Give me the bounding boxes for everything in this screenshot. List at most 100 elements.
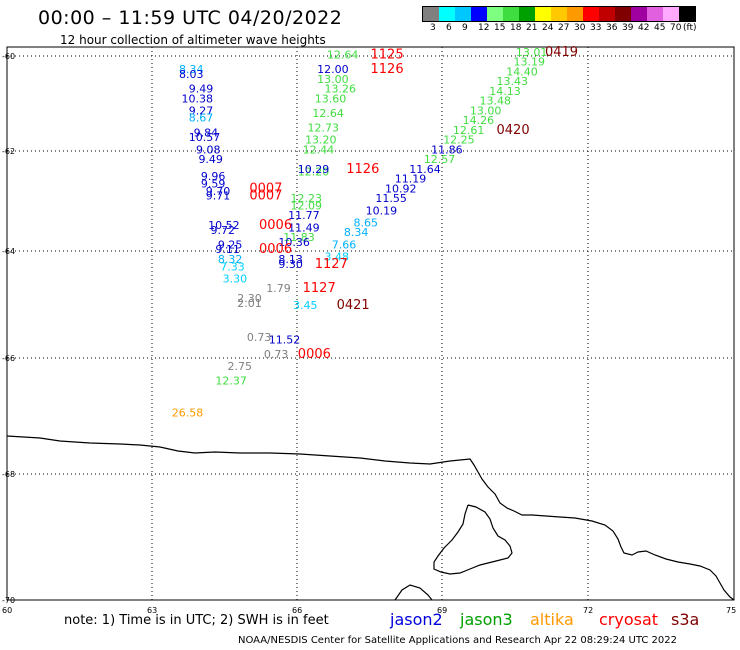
wave-height-value: 11.86 (431, 143, 463, 156)
scale-label: (ft) (683, 23, 697, 33)
note-text: note: 1) Time is in UTC; 2) SWH is in fe… (64, 613, 329, 628)
satellite-cryosat: cryosat (599, 610, 659, 629)
coastline-lower (394, 584, 433, 601)
wave-height-value: 1.79 (266, 282, 291, 295)
scale-label: 18 (510, 23, 522, 33)
lon-tick-label: 60 (2, 606, 12, 615)
wave-height-value: 12.09 (291, 199, 323, 212)
wave-height-value: 13.19 (513, 56, 545, 69)
satellite-jason3: jason3 (460, 610, 513, 629)
time-labels: 1125112611260007000700060006112711270006… (249, 45, 578, 362)
coastline-inlet (433, 504, 513, 575)
wave-height-value: 11.19 (395, 173, 427, 186)
lat-tick-label: -62 (2, 147, 15, 156)
scale-label: 39 (622, 23, 634, 33)
lon-tick-label: 75 (726, 606, 736, 615)
lon-tick-label: 72 (583, 606, 593, 615)
wave-height-value: 14.40 (506, 65, 538, 78)
wave-height-value: 12.64 (327, 48, 359, 61)
wave-height-value: 9.59 (201, 177, 226, 190)
wave-height-value: 13.00 (317, 73, 349, 86)
wave-height-value: 10.52 (208, 219, 240, 232)
wave-height-value: 12.44 (303, 143, 335, 156)
wave-height-labels: 12.64 13.0113.1914.4013.4314.1313.4813.00… (172, 46, 548, 419)
wave-height-value: 13.48 (480, 95, 512, 108)
wave-height-value: 12.20 (298, 165, 330, 178)
wave-height-value: 13.60 (315, 92, 347, 105)
time-label: 0421 (337, 298, 370, 313)
scale-swatch (423, 7, 439, 21)
scale-label: 9 (462, 23, 468, 33)
wave-height-value: 9.08 (196, 143, 221, 156)
wave-height-value: 12.37 (215, 375, 247, 388)
time-label: 0007 (249, 181, 282, 196)
wave-height-value: 9.96 (201, 170, 226, 183)
map-grid (7, 47, 734, 600)
wave-height-value: 2.75 (228, 360, 253, 373)
wave-height-value: 10.36 (278, 236, 310, 249)
scale-swatch (551, 7, 567, 21)
wave-height-value: 9.30 (278, 258, 303, 271)
lat-tick-label: -64 (2, 247, 15, 256)
time-label: 1126 (371, 62, 404, 77)
map-frame (6, 46, 735, 601)
scale-label: 6 (446, 23, 452, 33)
scale-swatch (455, 7, 471, 21)
scale-label: 21 (526, 23, 538, 33)
wave-height-value: 12.00 (317, 63, 349, 76)
wave-height-value: 7.33 (220, 260, 245, 273)
color-scale-bar (422, 6, 696, 22)
wave-height-value: 3.48 (324, 251, 349, 264)
wave-height-value: 12.23 (291, 192, 323, 205)
time-label: 1127 (303, 281, 336, 296)
time-label: 1127 (315, 257, 348, 272)
map-title: 00:00 – 11:59 UTC 04/20/2022 (38, 7, 343, 29)
wave-height-value: 9.49 (198, 153, 223, 166)
scale-swatch (535, 7, 551, 21)
time-label: 0420 (497, 123, 530, 138)
wave-height-value: 8.34 (179, 63, 204, 76)
scale-swatch (679, 7, 695, 21)
scale-swatch (471, 7, 487, 21)
wave-height-value: 10.92 (385, 182, 417, 195)
wave-height-value: 2.01 (237, 297, 262, 310)
wave-height-value: 9.72 (211, 224, 236, 237)
wave-height-value: 0.73 (247, 331, 272, 344)
lat-tick-label: -70 (2, 596, 15, 605)
wave-height-value: 12.64 (312, 107, 344, 120)
wave-height-value: 7.66 (332, 238, 357, 251)
scale-label: 15 (494, 23, 506, 33)
wave-height-value: 8.67 (189, 112, 214, 125)
wave-height-value: 8.65 (354, 216, 379, 229)
wave-height-value: 11.83 (283, 231, 315, 244)
wave-height-value: 12.61 (453, 124, 485, 137)
time-label: 0006 (259, 242, 292, 257)
wave-height-value: 9.27 (189, 104, 214, 117)
scale-swatch (519, 7, 535, 21)
wave-height-value: 8.34 (344, 226, 369, 239)
scale-label: 24 (542, 23, 554, 33)
lat-tick-label: -66 (2, 354, 15, 363)
wave-height-value: 12.57 (424, 153, 456, 166)
lat-tick-label: -60 (2, 52, 15, 61)
time-label: 0006 (259, 218, 292, 233)
wave-height-value: 9.84 (194, 126, 219, 139)
wave-height-value: 3.30 (223, 272, 248, 285)
map-subtitle: 12 hour collection of altimeter wave hei… (60, 33, 326, 47)
time-label: 0006 (298, 347, 331, 362)
scale-label: 30 (574, 23, 586, 33)
lon-tick-label: 66 (292, 606, 302, 615)
wave-height-value: 13.01 (516, 46, 548, 59)
wave-height-value: 13.20 (305, 134, 337, 147)
wave-height-value: 13.26 (324, 83, 356, 96)
wave-height-value: 26.58 (172, 406, 204, 419)
scale-label: 45 (654, 23, 666, 33)
scale-swatch (647, 7, 663, 21)
wave-height-value: 13.00 (470, 104, 502, 117)
wave-height-value: 10.57 (189, 131, 221, 144)
scale-label: 70 (670, 23, 682, 33)
footer-credit: NOAA/NESDIS Center for Satellite Applica… (238, 635, 677, 646)
wave-height-value: 9.11 (215, 243, 240, 256)
lon-tick-label: 63 (147, 606, 157, 615)
wave-height-value: 14.26 (463, 114, 495, 127)
